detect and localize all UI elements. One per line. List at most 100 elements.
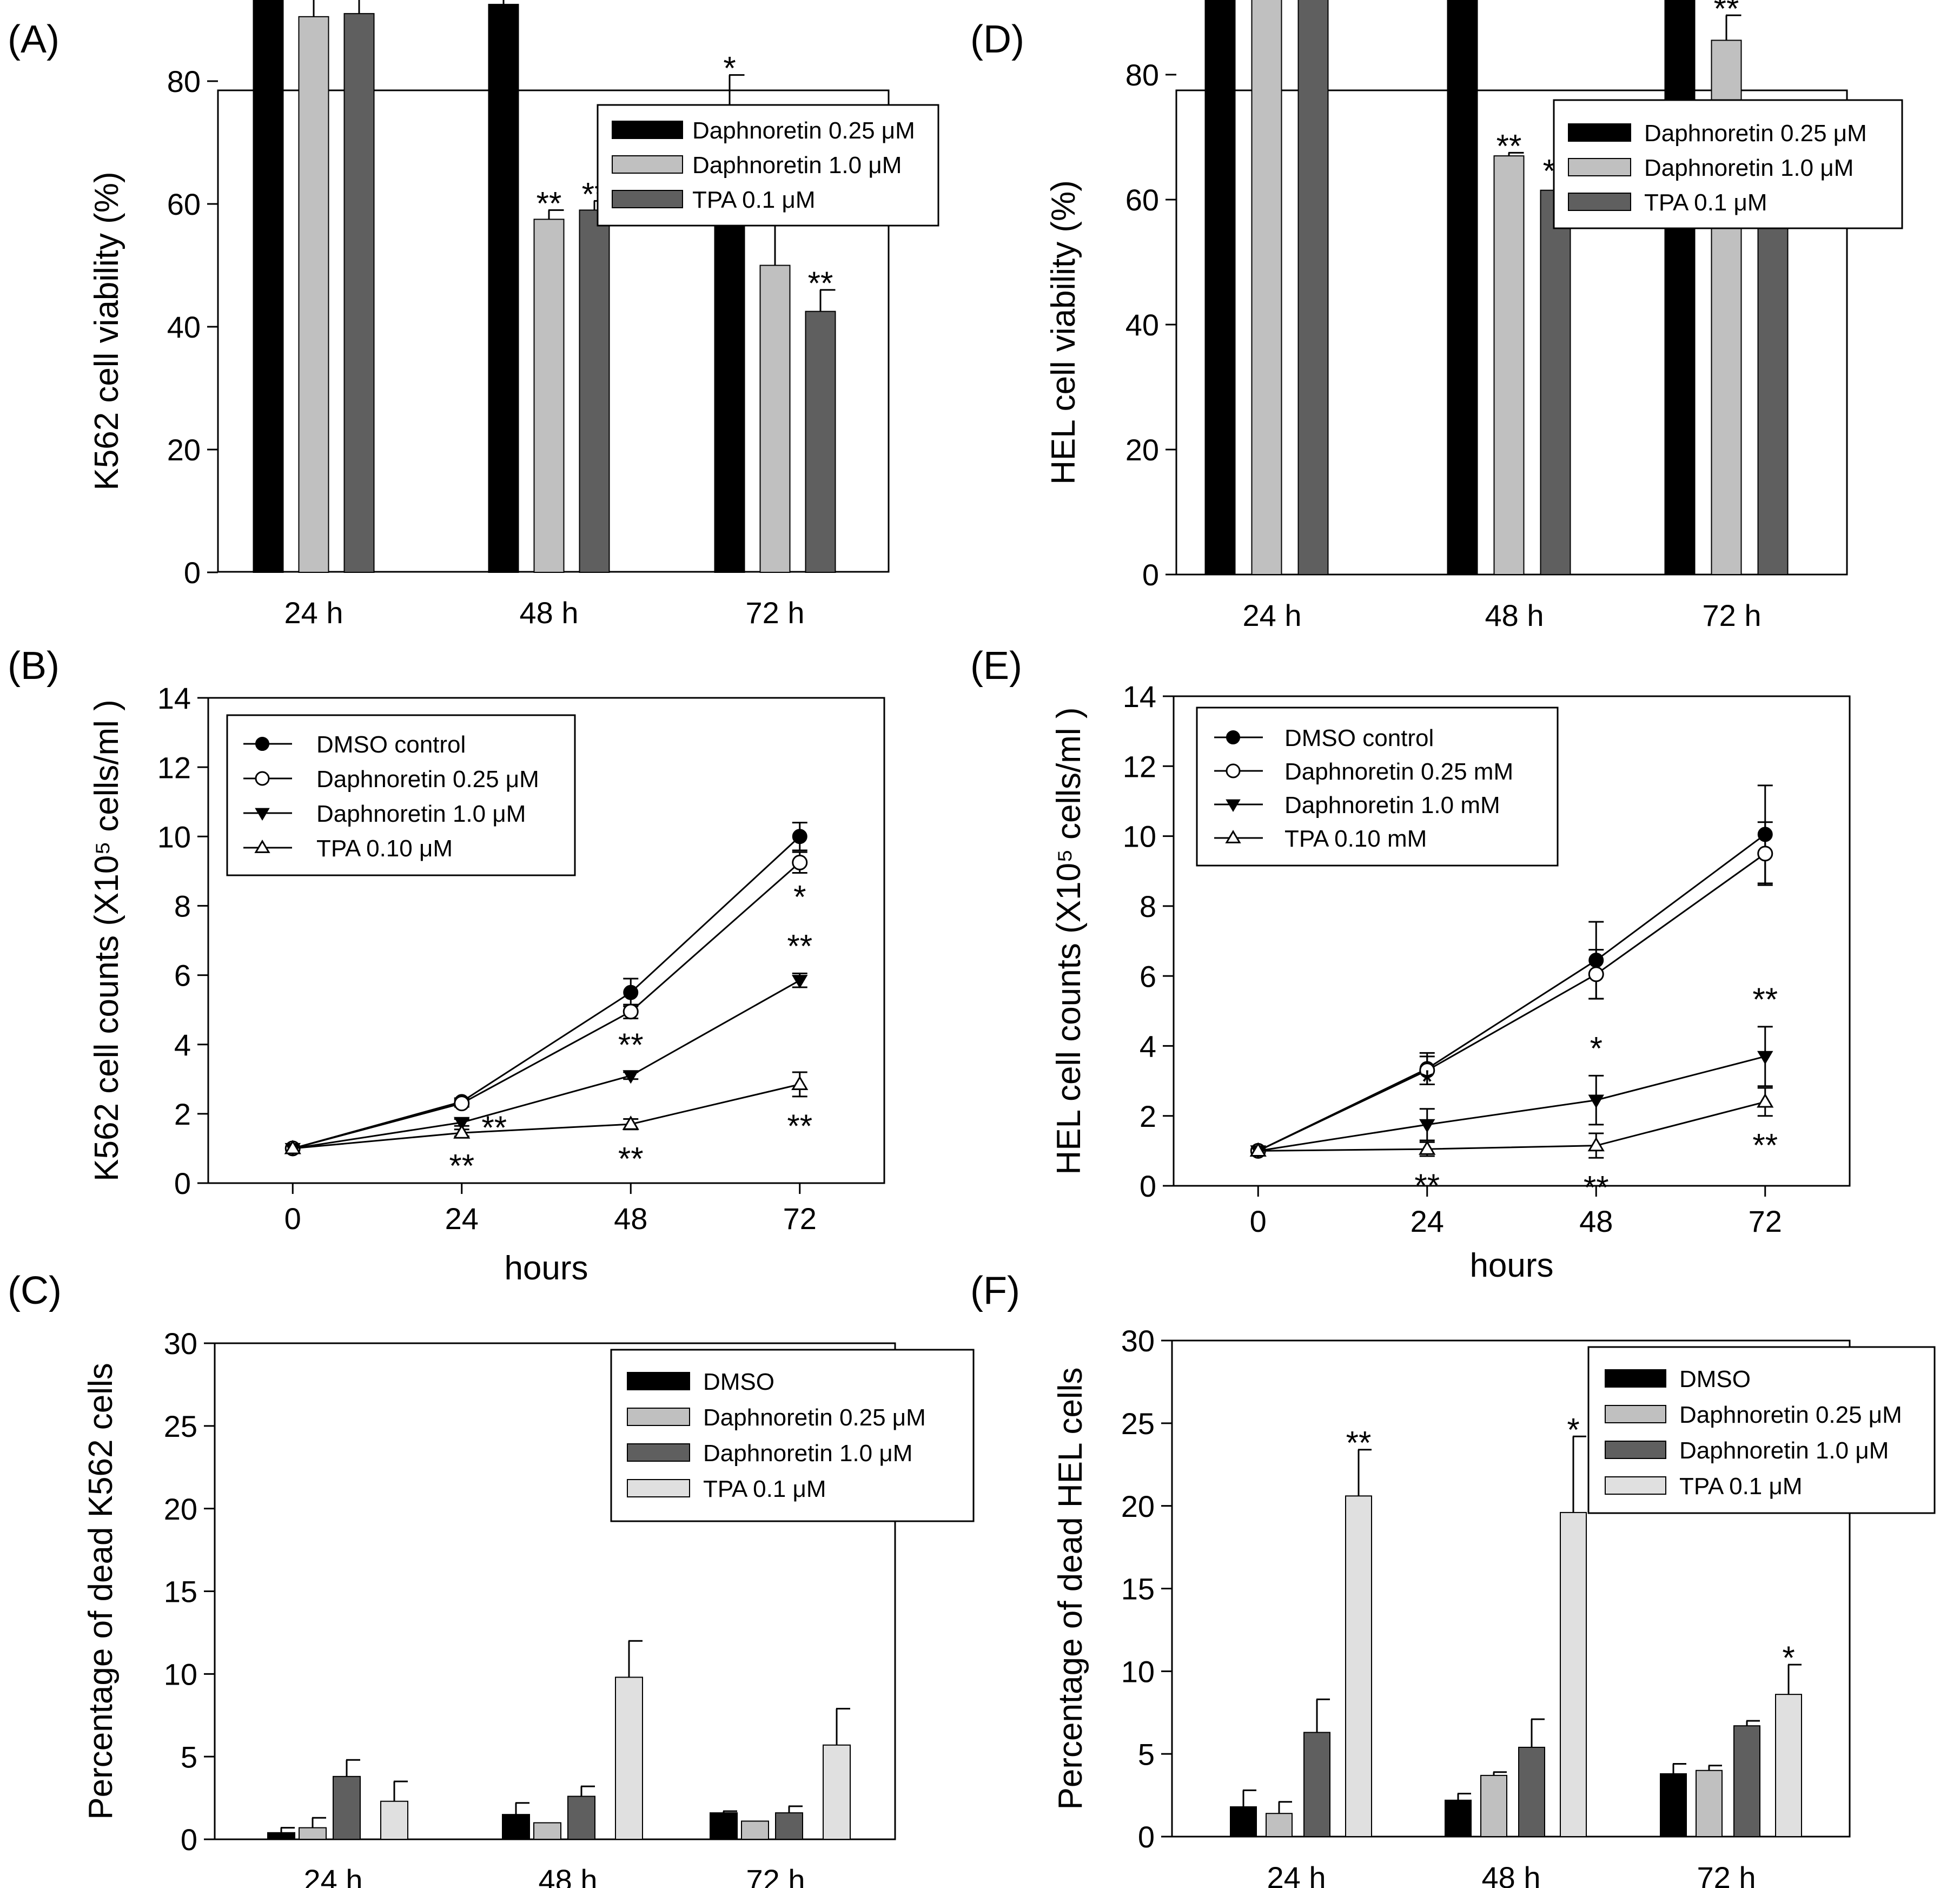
legend-label: Daphnoretin 0.25 μM: [692, 117, 915, 144]
x-tick-label: 0: [1250, 1204, 1267, 1238]
series-line: [1257, 853, 1766, 1152]
data-point: [1588, 1094, 1604, 1108]
x-axis-label: hours: [1469, 1247, 1553, 1284]
y-tick-label: 6: [174, 959, 191, 993]
y-tick-label: 20: [1125, 433, 1159, 467]
legend-label: DMSO: [703, 1369, 774, 1395]
y-tick-label: 20: [1121, 1489, 1155, 1523]
significance-mark: **: [1584, 1169, 1609, 1205]
y-tick-label: 30: [1121, 1324, 1155, 1358]
data-point: [623, 985, 639, 1000]
legend-label: DMSO control: [316, 731, 466, 758]
data-point: [623, 1070, 639, 1084]
legend-label: DMSO control: [1284, 725, 1434, 751]
legend-label: Daphnoretin 0.25 mM: [1284, 758, 1513, 785]
data-point: [1226, 763, 1241, 778]
bar: [615, 1676, 643, 1840]
data-point: [1757, 1051, 1773, 1065]
chart-5: 0 5 10 15 20 25 30 Percentage of dead HEL cells…: [1052, 1324, 1936, 1888]
significance-mark: *: [1782, 1640, 1795, 1676]
data-point: [454, 1095, 470, 1112]
significance-mark: *: [723, 50, 736, 87]
data-point: [1249, 1142, 1267, 1157]
y-axis-label: HEL cell viability (%): [1045, 180, 1082, 485]
chart-2: 0 5 10 15 20 25 30 Percentage of dead K562 cell…: [82, 1326, 975, 1888]
significance-mark: **: [449, 1148, 474, 1184]
data-point: [792, 854, 808, 870]
series-line: [1258, 1055, 1766, 1152]
legend-swatch: [612, 155, 683, 174]
legend-swatch: [627, 1372, 690, 1390]
bar: [1251, 0, 1282, 575]
bar: [1447, 0, 1478, 575]
y-tick-label: 25: [164, 1409, 197, 1443]
bar: [267, 1832, 295, 1840]
data-point: [255, 737, 269, 751]
data-point: [623, 1004, 639, 1020]
significance-mark: **: [787, 928, 812, 964]
panel-label: (E): [970, 644, 1022, 688]
y-tick-label: 10: [1121, 1654, 1155, 1688]
x-tick-label: 48 h: [520, 596, 579, 630]
series-line: [1257, 834, 1766, 1152]
y-tick-label: 12: [1123, 749, 1156, 783]
legend-swatch: [1605, 1405, 1666, 1423]
bar: [488, 4, 519, 573]
data-point: [1419, 1119, 1435, 1133]
data-point: [792, 829, 807, 844]
legend-swatch: [627, 1443, 690, 1462]
data-point: [792, 975, 808, 989]
legend-label: Daphnoretin 1.0 μM: [692, 152, 902, 179]
x-tick-label: 24 h: [1267, 1860, 1326, 1888]
significance-mark: *: [1567, 1411, 1579, 1448]
significance-mark: *: [1421, 1064, 1433, 1100]
significance-mark: **: [1497, 128, 1522, 164]
panel-label: (B): [8, 644, 59, 688]
significance-mark: **: [618, 1141, 644, 1177]
panel-label: (C): [8, 1269, 62, 1312]
legend-label: Daphnoretin 1.0 μM: [316, 801, 526, 827]
y-tick-label: 15: [1121, 1572, 1155, 1606]
x-tick-label: 48: [1579, 1204, 1613, 1238]
legend-label: TPA 0.1 μM: [1644, 189, 1767, 216]
legend-swatch: [1605, 1369, 1666, 1388]
x-tick-label: 72: [1749, 1204, 1782, 1238]
data-point: [1757, 1093, 1774, 1108]
data-point: [453, 1124, 471, 1139]
bar: [1297, 0, 1329, 575]
data-point: [1757, 846, 1773, 862]
y-axis-label: Percentage of dead K562 cells: [82, 1363, 120, 1819]
bar: [1518, 1746, 1545, 1837]
data-point: [1419, 1140, 1436, 1155]
y-tick-label: 25: [1121, 1407, 1155, 1441]
legend-label: Daphnoretin 1.0 μM: [1679, 1437, 1889, 1464]
bar: [533, 1822, 561, 1840]
x-tick-label: 24: [445, 1202, 479, 1236]
y-tick-label: 10: [157, 820, 191, 854]
legend-box: [226, 714, 576, 876]
legend-label: TPA 0.1 μM: [692, 187, 816, 213]
y-tick-label: 80: [167, 64, 201, 98]
y-tick-label: 0: [174, 1166, 191, 1200]
significance-mark: **: [1414, 1167, 1440, 1204]
bar: [1733, 1725, 1760, 1838]
bar: [253, 0, 284, 573]
y-tick-label: 4: [1140, 1029, 1156, 1064]
bar: [579, 209, 610, 573]
bar: [1266, 1813, 1293, 1838]
x-tick-label: 24 h: [304, 1863, 363, 1888]
bar: [533, 219, 565, 573]
bar: [299, 1827, 327, 1840]
y-tick-label: 0: [1138, 1820, 1155, 1854]
series-line: [1258, 1101, 1766, 1152]
data-point: [1587, 1137, 1605, 1152]
chart-0: 020406080100120140K562 cell viability (%…: [88, 0, 939, 630]
legend-swatch: [1605, 1441, 1666, 1459]
data-point: [622, 1115, 639, 1130]
data-point: [454, 1117, 470, 1131]
legend-swatch: [1568, 193, 1631, 211]
legend-label: Daphnoretin 0.25 μM: [316, 766, 539, 793]
y-tick-label: 40: [167, 310, 201, 344]
significance-mark: **: [1752, 981, 1778, 1018]
